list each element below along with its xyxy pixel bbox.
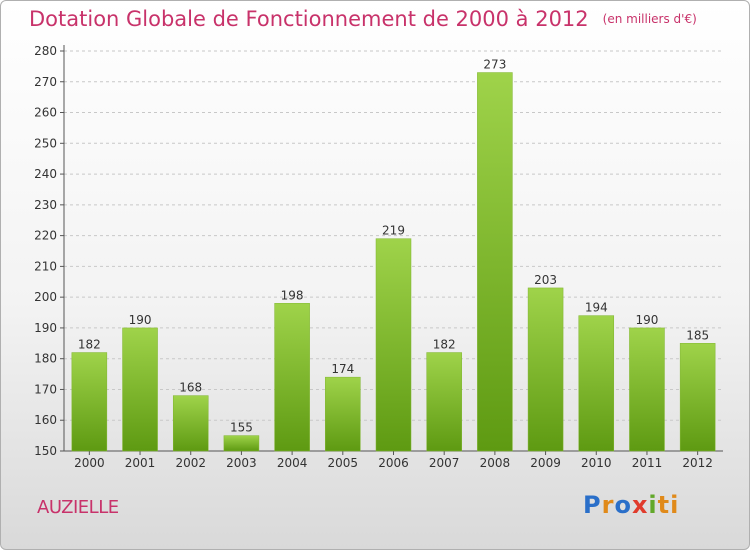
bar xyxy=(679,343,716,452)
y-tick-label: 250 xyxy=(34,136,57,150)
bar xyxy=(172,395,209,452)
y-tick-label: 160 xyxy=(34,413,57,427)
title-unit: (en milliers d'€) xyxy=(602,12,697,26)
title-text: Dotation Globale de Fonctionnement de 20… xyxy=(29,7,589,31)
x-tick-label: 2010 xyxy=(581,456,612,470)
y-tick-label: 200 xyxy=(34,290,57,304)
y-tick-label: 230 xyxy=(34,198,57,212)
bar xyxy=(122,327,158,452)
data-label: 155 xyxy=(230,421,253,435)
bar xyxy=(426,352,462,452)
y-tick-label: 260 xyxy=(34,106,57,120)
x-tick-label: 2004 xyxy=(277,456,308,470)
bar xyxy=(274,303,310,452)
logo-letter: i xyxy=(648,491,658,519)
x-tick-label: 2009 xyxy=(530,456,561,470)
bar xyxy=(325,376,361,452)
logo-letter: x xyxy=(631,491,649,519)
y-tick-label: 190 xyxy=(34,321,57,335)
commune-name: AUZIELLE xyxy=(37,497,119,518)
x-tick-label: 2006 xyxy=(378,456,409,470)
x-tick-label: 2012 xyxy=(682,456,713,470)
bar xyxy=(578,315,615,452)
bar xyxy=(375,238,412,452)
chart-title: Dotation Globale de Fonctionnement de 20… xyxy=(29,7,697,31)
bar xyxy=(629,327,665,452)
x-tick-label: 2008 xyxy=(480,456,511,470)
logo-letter: ti xyxy=(657,491,680,519)
y-tick-label: 210 xyxy=(34,259,57,273)
y-tick-label: 270 xyxy=(34,75,57,89)
y-tick-label: 280 xyxy=(34,44,57,58)
logo-letter: r xyxy=(601,491,615,519)
data-label: 203 xyxy=(534,273,557,287)
x-tick-label: 2007 xyxy=(429,456,460,470)
x-tick-label: 2001 xyxy=(125,456,156,470)
data-label: 168 xyxy=(179,381,202,395)
data-label: 182 xyxy=(78,338,101,352)
x-tick-label: 2000 xyxy=(74,456,105,470)
data-label: 185 xyxy=(686,328,709,342)
logo-letter: o xyxy=(614,491,632,519)
bar xyxy=(527,287,564,452)
y-tick-label: 180 xyxy=(34,352,57,366)
data-label: 190 xyxy=(636,313,659,327)
x-tick-label: 2011 xyxy=(632,456,663,470)
x-tick-label: 2003 xyxy=(226,456,257,470)
y-tick-label: 150 xyxy=(34,444,57,458)
y-tick-label: 170 xyxy=(34,382,57,396)
data-label: 194 xyxy=(585,301,608,315)
data-label: 198 xyxy=(281,288,304,302)
y-tick-label: 240 xyxy=(34,167,57,181)
proxiti-logo[interactable]: Proxiti xyxy=(583,491,679,519)
bar xyxy=(477,72,513,452)
bar xyxy=(71,352,108,452)
y-tick-label: 220 xyxy=(34,229,57,243)
data-label: 273 xyxy=(483,58,506,72)
data-label: 190 xyxy=(129,313,152,327)
x-tick-label: 2005 xyxy=(328,456,359,470)
logo-letter: P xyxy=(583,491,602,519)
x-tick-label: 2002 xyxy=(175,456,206,470)
bar xyxy=(223,435,260,452)
data-label: 219 xyxy=(382,224,405,238)
data-label: 182 xyxy=(433,338,456,352)
data-label: 174 xyxy=(331,362,354,376)
